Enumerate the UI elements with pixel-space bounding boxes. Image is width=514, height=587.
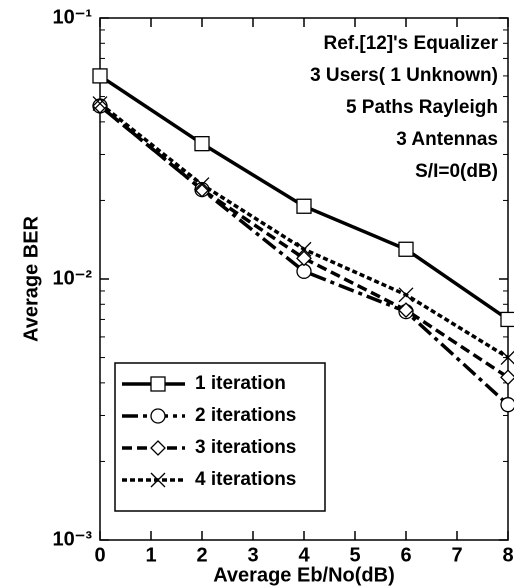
marker (296, 241, 312, 257)
marker (92, 98, 108, 114)
legend-box (114, 362, 326, 512)
x-tick-label: 2 (196, 544, 207, 566)
legend-label: 1 iteration (195, 373, 286, 394)
legend-marker (150, 472, 166, 488)
y-axis-label: Average BER (20, 215, 42, 342)
marker (92, 68, 108, 84)
marker (500, 369, 514, 386)
annotation: 3 Antennas (396, 129, 498, 150)
marker (398, 287, 414, 303)
y-tick-label: 10⁻² (53, 267, 93, 289)
x-tick-label: 7 (451, 544, 462, 566)
x-tick-label: 0 (94, 544, 105, 566)
legend-label: 4 iterations (195, 469, 296, 490)
x-tick-label: 1 (145, 544, 156, 566)
marker (296, 198, 312, 214)
annotation: 3 Users( 1 Unknown) (310, 65, 498, 86)
legend-marker (150, 408, 166, 424)
legend-marker (150, 440, 166, 456)
marker (92, 96, 108, 112)
marker (500, 397, 514, 413)
x-tick-label: 8 (502, 544, 513, 566)
marker (500, 311, 514, 328)
legend-label: 2 iterations (195, 405, 296, 426)
marker (398, 302, 414, 319)
legend-label: 3 iterations (195, 437, 296, 458)
marker (500, 350, 514, 366)
annotation: 5 Paths Rayleigh (346, 97, 498, 118)
y-tick-label: 10⁻³ (53, 528, 93, 550)
marker (194, 181, 210, 198)
marker (296, 250, 312, 267)
y-tick-label: 10⁻¹ (53, 6, 93, 28)
x-tick-label: 4 (298, 544, 310, 566)
marker (194, 136, 210, 152)
series-line (98, 104, 509, 379)
marker (194, 177, 210, 193)
annotation: Ref.[12]'s Equalizer (323, 33, 498, 54)
legend-marker (150, 376, 166, 392)
marker (296, 263, 312, 279)
annotation: S/I=0(dB) (415, 161, 498, 182)
x-axis-label: Average Eb/No(dB) (213, 564, 395, 586)
marker (398, 241, 414, 257)
x-tick-label: 5 (349, 544, 360, 566)
x-tick-label: 6 (400, 544, 411, 566)
x-tick-label: 3 (247, 544, 258, 566)
